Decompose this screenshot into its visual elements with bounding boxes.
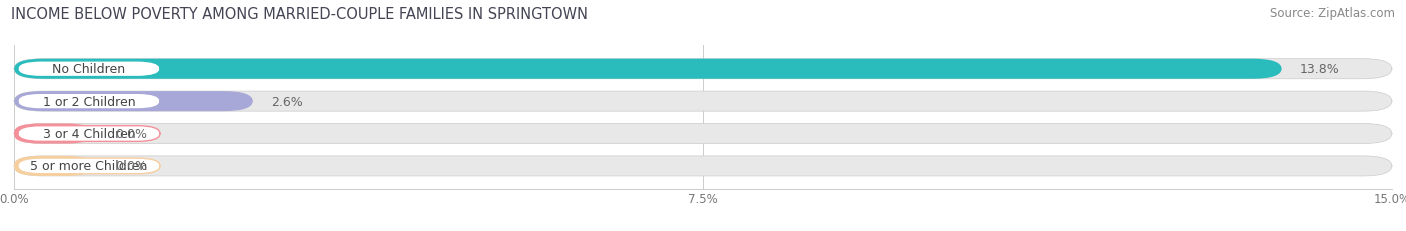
FancyBboxPatch shape [14,92,1392,112]
Text: 1 or 2 Children: 1 or 2 Children [42,95,135,108]
Text: No Children: No Children [52,63,125,76]
FancyBboxPatch shape [18,62,160,77]
FancyBboxPatch shape [14,92,253,112]
Text: 0.0%: 0.0% [115,128,148,140]
Text: INCOME BELOW POVERTY AMONG MARRIED-COUPLE FAMILIES IN SPRINGTOWN: INCOME BELOW POVERTY AMONG MARRIED-COUPL… [11,7,588,22]
FancyBboxPatch shape [14,124,1392,144]
FancyBboxPatch shape [14,59,1282,79]
Text: 13.8%: 13.8% [1301,63,1340,76]
Text: 2.6%: 2.6% [271,95,304,108]
FancyBboxPatch shape [18,158,160,174]
Text: 0.0%: 0.0% [115,160,148,173]
FancyBboxPatch shape [18,126,160,142]
Text: 3 or 4 Children: 3 or 4 Children [42,128,135,140]
FancyBboxPatch shape [14,156,93,176]
Text: 5 or more Children: 5 or more Children [31,160,148,173]
FancyBboxPatch shape [18,94,160,109]
Text: Source: ZipAtlas.com: Source: ZipAtlas.com [1270,7,1395,20]
FancyBboxPatch shape [14,59,1392,79]
FancyBboxPatch shape [14,156,1392,176]
FancyBboxPatch shape [14,124,93,144]
